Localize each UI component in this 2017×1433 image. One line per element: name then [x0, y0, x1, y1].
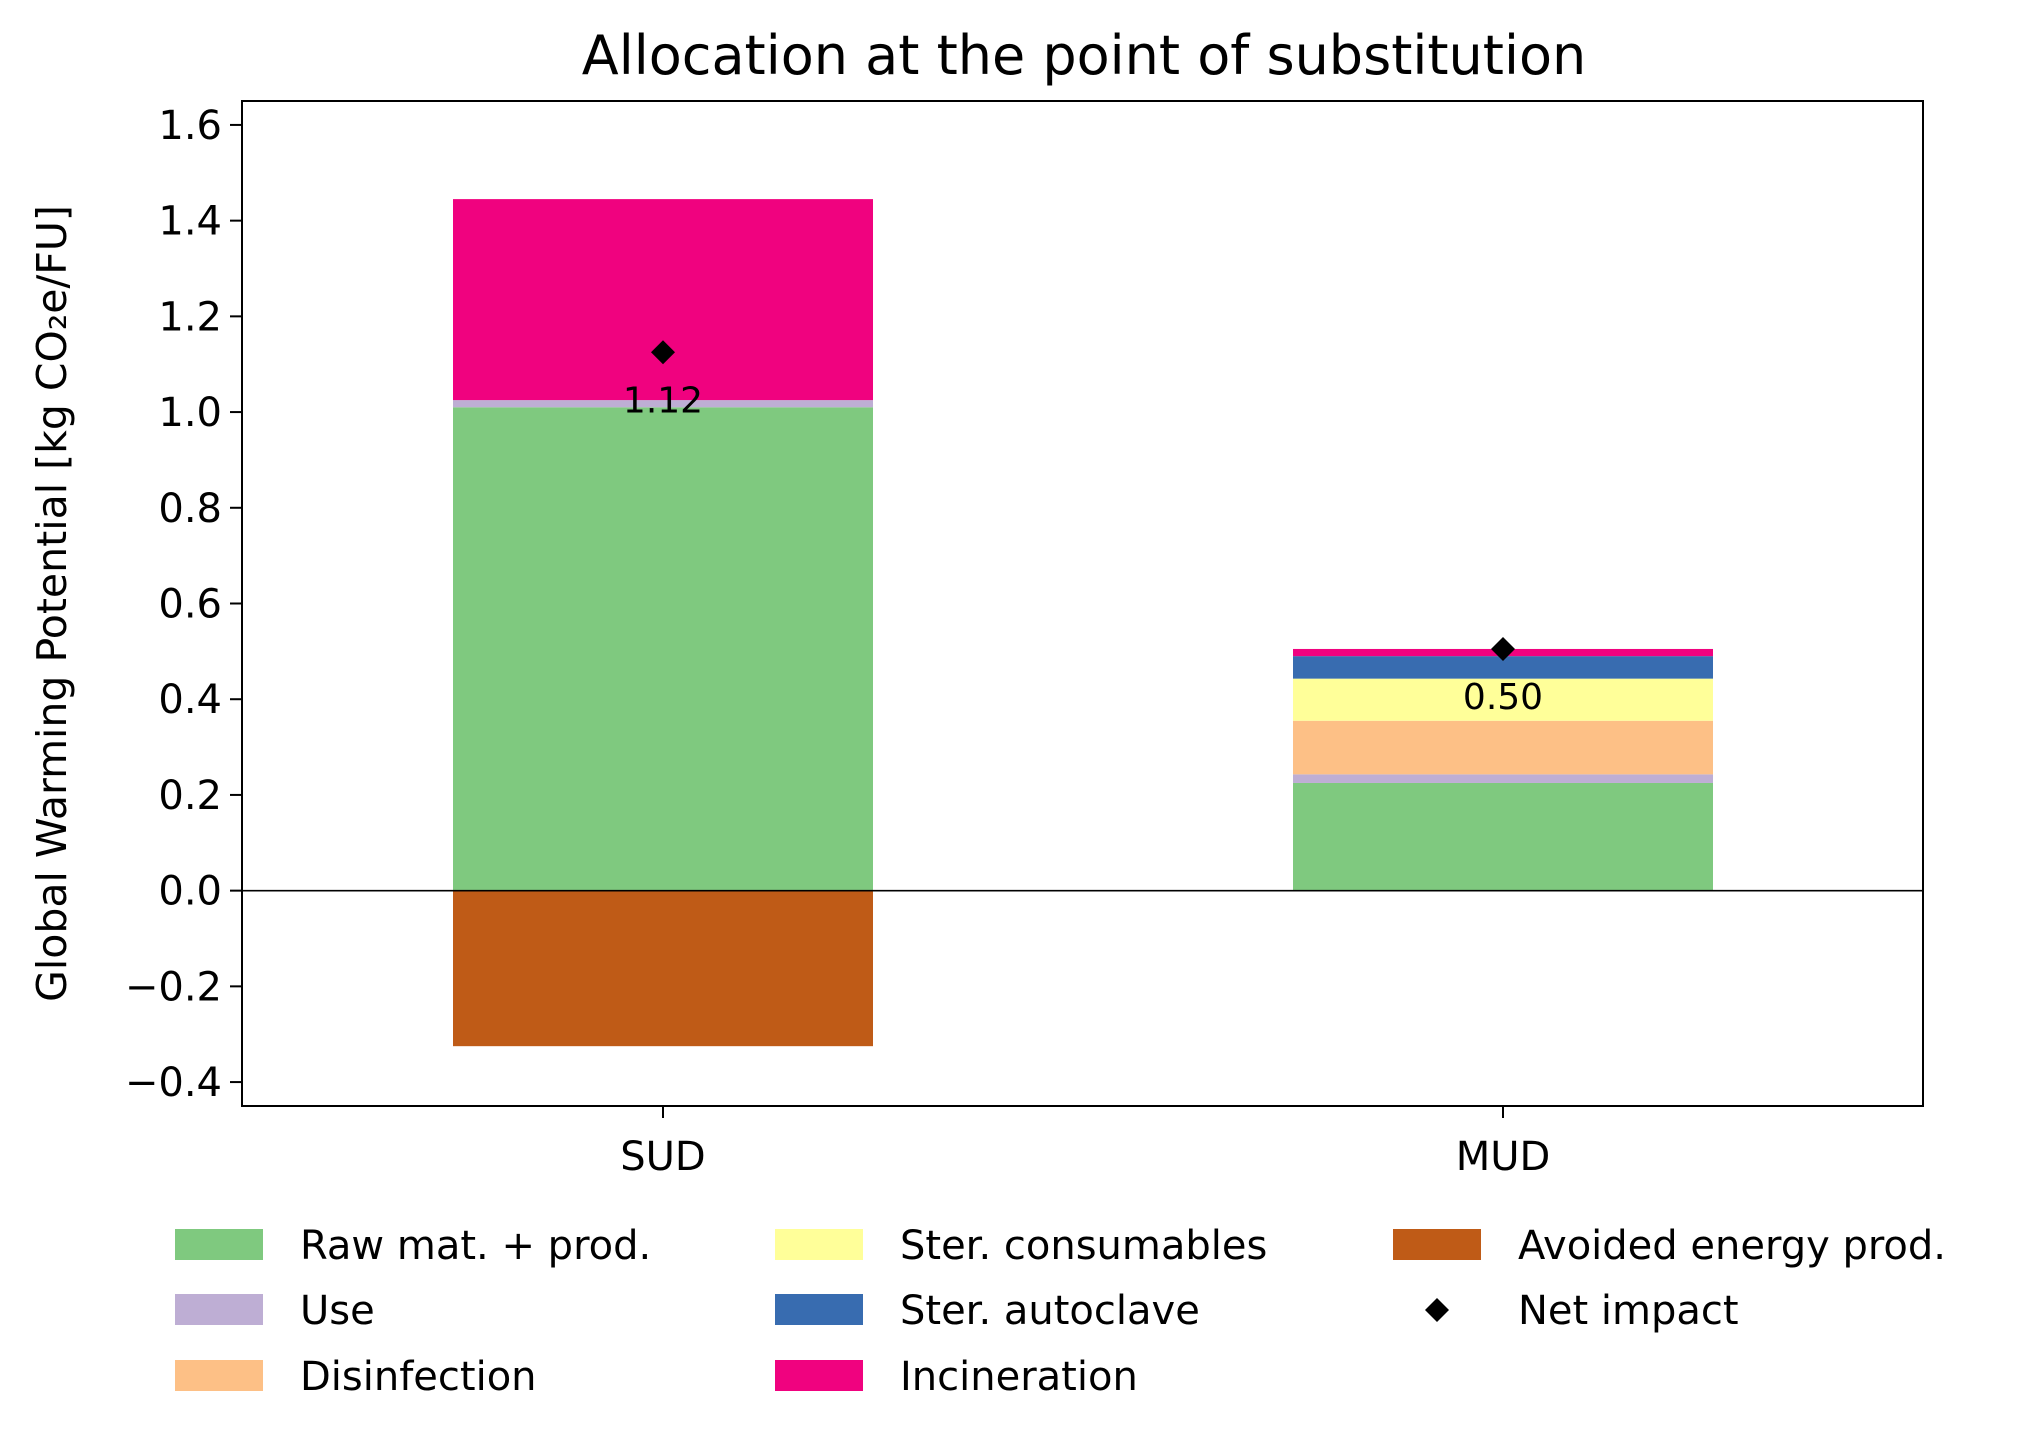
legend-swatch: [175, 1229, 263, 1260]
legend-swatch: [775, 1229, 863, 1260]
y-tick-label: 0.4: [158, 677, 222, 723]
y-tick-label: 0.0: [158, 869, 222, 915]
net-impact-marker-mud: [1491, 636, 1515, 661]
y-tick-label: −0.2: [125, 964, 222, 1010]
net-impact-label-mud: 0.50: [1463, 677, 1543, 718]
legend: Raw mat. + prod. Use Disinfection Ster. con…: [175, 1223, 1946, 1400]
legend-swatch: [1393, 1229, 1481, 1260]
bar-sud-avoided-energy-prod: [453, 890, 873, 1047]
legend-item-avoided-energy-prod: Avoided energy prod.: [1393, 1223, 1946, 1269]
bar-mud-raw-mat-prod: [1293, 782, 1713, 891]
bar-sud-raw-mat-prod: [453, 407, 873, 891]
legend-item-ster-consumables: Ster. consumables: [775, 1223, 1267, 1269]
legend-item-net-impact: Net impact: [1425, 1288, 1739, 1334]
y-tick-label: 0.8: [158, 486, 222, 532]
legend-label: Net impact: [1518, 1288, 1739, 1334]
y-tick-label: 1.0: [158, 390, 222, 436]
legend-label: Raw mat. + prod.: [300, 1223, 651, 1269]
bar-mud-ster-consumables: [1293, 678, 1713, 721]
legend-label: Avoided energy prod.: [1518, 1223, 1946, 1269]
legend-marker: [1425, 1298, 1449, 1322]
net-impact-marker-sud: [651, 340, 675, 365]
legend-label: Incineration: [900, 1354, 1138, 1400]
bar-mud-disinfection: [1293, 720, 1713, 775]
legend-item-ster-autoclave: Ster. autoclave: [775, 1288, 1200, 1334]
y-tick-label: 1.4: [158, 199, 222, 245]
legend-item-incineration: Incineration: [775, 1354, 1138, 1400]
axes: −0.4 −0.2 0.0 0.2 0.4 0.6 0.8 1.0 1.2 1.4 1.6 SUD MU…: [28, 100, 1924, 1180]
y-tick-label: −0.4: [125, 1060, 222, 1106]
legend-swatch: [775, 1360, 863, 1391]
legend-item-raw-mat-prod: Raw mat. + prod.: [175, 1223, 651, 1269]
y-tick-label: 0.2: [158, 773, 222, 819]
bar-mud-use: [1293, 774, 1713, 783]
chart-title: Allocation at the point of substitution: [582, 24, 1586, 87]
net-impact-label-sud: 1.12: [623, 380, 703, 421]
y-tick-label: 0.6: [158, 582, 222, 628]
x-tick-label-mud: MUD: [1456, 1134, 1551, 1180]
legend-label: Ster. consumables: [900, 1223, 1267, 1269]
legend-swatch: [175, 1360, 263, 1391]
x-tick-label-sud: SUD: [620, 1134, 705, 1180]
legend-item-disinfection: Disinfection: [175, 1354, 537, 1400]
bar-sud-incineration: [453, 199, 873, 401]
bar-sud-use: [453, 400, 873, 408]
legend-item-use: Use: [175, 1288, 375, 1334]
legend-swatch: [775, 1294, 863, 1325]
y-tick-label: 1.6: [158, 103, 222, 149]
legend-swatch: [175, 1294, 263, 1325]
bar-mud-ster-autoclave: [1293, 656, 1713, 679]
y-tick-label: 1.2: [158, 294, 222, 340]
legend-label: Ster. autoclave: [900, 1288, 1200, 1334]
y-axis-label: Global Warming Potential [kg CO₂e/FU]: [28, 205, 76, 1002]
net-impact-layer: 1.12 0.50: [623, 340, 1543, 718]
legend-label: Disinfection: [300, 1354, 537, 1400]
bars-layer: [453, 199, 1713, 1047]
legend-label: Use: [300, 1288, 375, 1334]
